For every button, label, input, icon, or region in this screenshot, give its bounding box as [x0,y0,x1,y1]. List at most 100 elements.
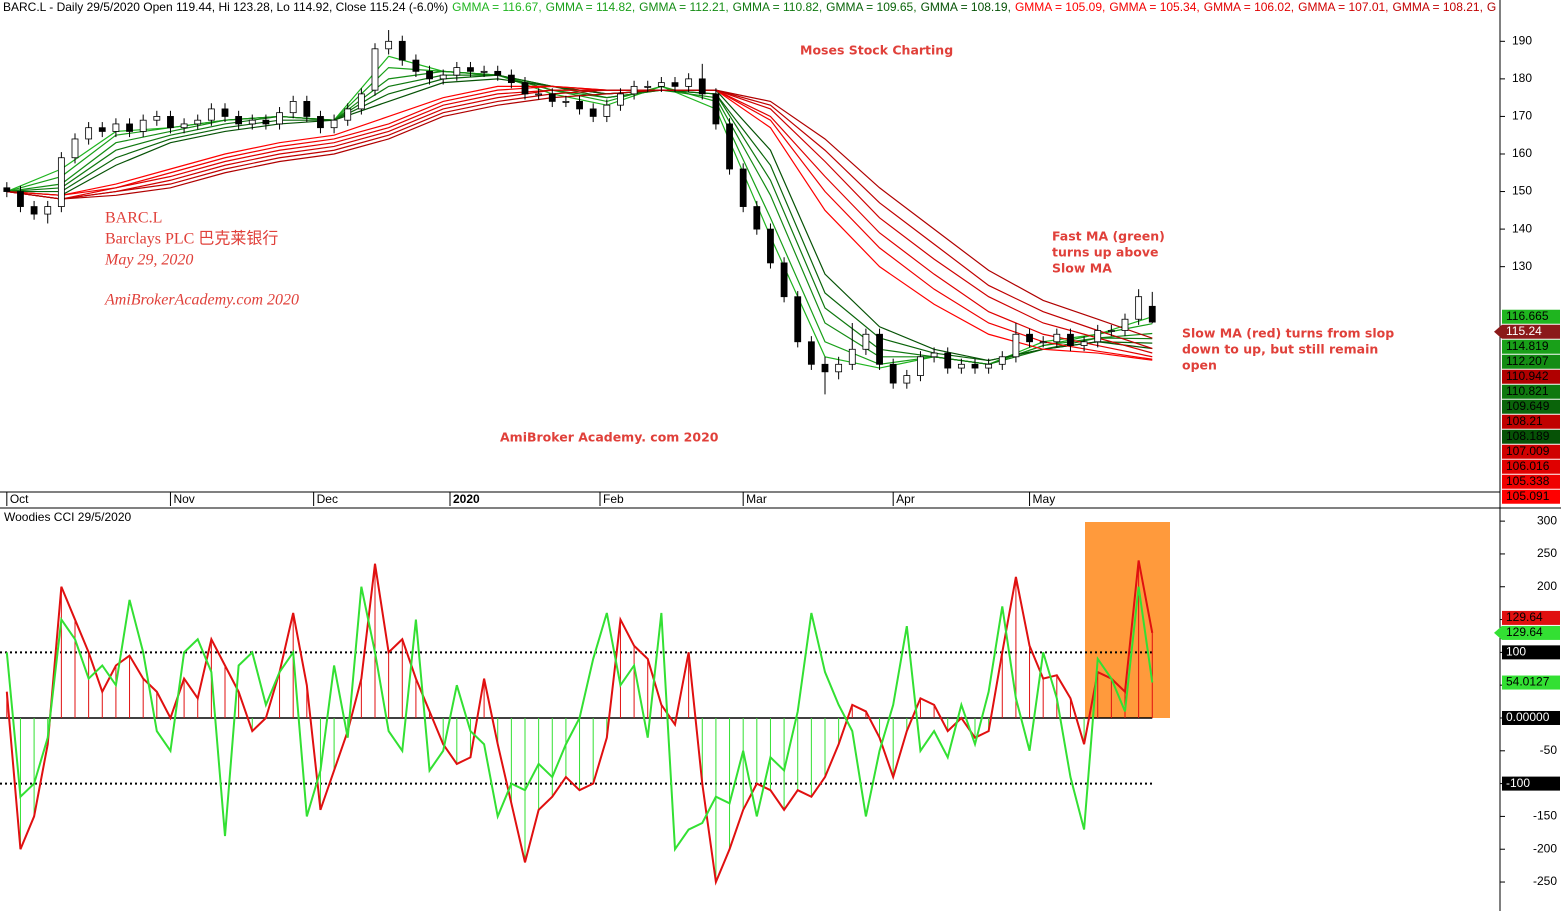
candle-body [903,375,911,384]
gmma-value-label-box [1502,309,1560,324]
candle-body [17,191,24,207]
candle-body [30,206,38,215]
annotation: Barclays PLC 巴克莱银行 [105,230,278,248]
candle-body [3,187,11,192]
gmma-value-label: 116.665 [1506,309,1549,323]
title-gmma: GMMA = 108.19, [921,0,1011,14]
title-gmma: GMMA = 114.82, [546,0,636,14]
gmma-value-label: 109.649 [1506,399,1550,413]
candle-body [685,78,693,87]
candle-body [494,70,502,76]
candle-body [153,116,161,121]
y-tick-label: 140 [1512,221,1532,235]
candle-body [917,356,924,376]
x-tick-label: Dec [317,492,338,506]
cci-value-label-box [1502,675,1560,690]
candle-body [453,67,461,76]
title-text: BARC.L - Daily 29/5/2020 Open 119.44, Hi… [3,0,448,14]
candle-body [848,348,856,365]
annotation: BARC.L [105,210,162,227]
candle-body [1121,318,1129,331]
candle-body [807,341,815,365]
gmma-value-label: 110.942 [1506,369,1549,383]
candle-body [617,93,624,106]
indicator-title: Woodies CCI 29/5/2020 [4,510,132,524]
gmma-value-label-box [1502,384,1560,399]
candle-body [1067,333,1074,346]
title-gmma: GMMA = 105.09, [1015,0,1105,14]
candle-body [207,108,215,121]
title-gmma: GMMA = 107.01, [1298,0,1388,14]
y-tick-label: 250 [1537,546,1557,560]
candle-body [657,82,665,87]
y-tick-label: 190 [1512,33,1532,47]
candle-body [630,85,638,95]
gmma-value-label-box [1502,399,1560,414]
candle-body [235,116,243,125]
candle-body [767,228,774,264]
candle-body [726,123,733,170]
candle-body [85,127,93,140]
level-label-box [1502,710,1560,725]
y-tick-label: -150 [1533,809,1557,823]
y-tick-label: 170 [1512,109,1532,123]
candle-body [1148,305,1156,323]
candle-body [971,363,979,369]
candle-body [998,356,1006,365]
candle-body [889,363,897,384]
candle-body [112,123,120,132]
candle-body [289,101,297,114]
cci-value-label-box [1502,610,1560,625]
gmma-value-label: 108.21 [1506,414,1543,428]
candle-body [753,206,761,230]
y-tick-label: 160 [1512,146,1532,160]
annotation: Fast MA (green) [1052,229,1165,244]
gmma-value-label: 110.821 [1506,384,1549,398]
annotation: May 29, 2020 [104,252,193,269]
gmma-value-label: 112.207 [1506,354,1549,368]
annotation: AmiBroker Academy. com 2020 [500,430,719,445]
candle-body [698,78,706,95]
cci-line [5,586,1154,853]
y-tick-label: -50 [1540,743,1558,757]
x-tick-label: Apr [896,492,915,506]
close-value-label: 115.24 [1506,324,1542,338]
candle-body [985,363,993,369]
candle-body [562,101,570,103]
value-arrow [1494,625,1502,640]
y-tick-label: -250 [1533,874,1557,888]
gmma-line [6,85,1153,360]
x-tick-label: Mar [746,492,767,506]
candle-body [1053,333,1061,343]
candle-body [276,112,283,125]
candle-body [957,363,965,369]
candle-body [930,352,938,358]
candle-body [180,123,188,129]
title-gmma: GMMA = 105.34, [1109,0,1199,14]
x-tick-label: Oct [10,492,29,506]
cci-line [5,560,1154,886]
y-tick-label: 180 [1512,71,1532,85]
gmma-value-label-box [1502,369,1560,384]
cci-value-label: 54.0127 [1506,675,1550,689]
gmma-value-label: 107.009 [1506,444,1550,458]
candle-body [71,138,79,159]
x-tick-label: Nov [173,492,194,506]
candle-body [371,48,379,91]
candle-body [671,82,679,87]
gmma-value-label-box [1502,429,1560,444]
level-label: -100 [1506,776,1530,790]
candle-body [1094,330,1102,343]
candle-body [1012,333,1020,358]
gmma-value-label: 108.189 [1506,429,1550,443]
candle-body [835,363,843,373]
candle-body [535,93,543,96]
gmma-value-label-box [1502,459,1560,474]
annotation: Slow MA (red) turns from slop [1182,326,1394,341]
candle-body [139,119,147,132]
candle-body [821,363,829,373]
cci-value-label-box [1502,625,1560,640]
candle-body [644,85,652,88]
